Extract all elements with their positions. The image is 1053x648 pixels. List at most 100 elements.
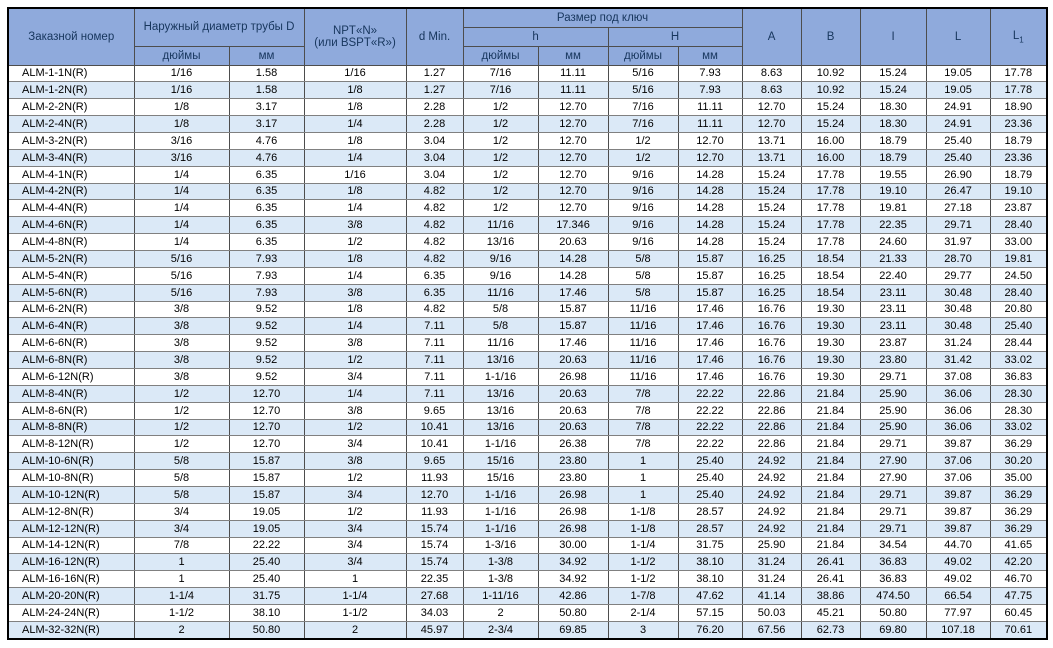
value-cell: 4.76 [228, 131, 305, 150]
value-cell: 21.84 [800, 384, 861, 403]
header-l1-base: L [1012, 29, 1020, 42]
value-cell: 38.10 [228, 604, 305, 622]
value-cell: 1/2 [133, 435, 230, 454]
value-cell: 38.10 [677, 553, 743, 572]
table-row: ALM-6-4N(R) 3/8 9.52 1/4 7.11 5/8 15.87 11/16 17… [7, 317, 1048, 336]
value-cell: 42.86 [537, 587, 609, 605]
value-cell: 15/16 [462, 469, 539, 487]
header-order-number: Заказной номер [7, 7, 135, 66]
value-cell: 21.84 [800, 485, 861, 504]
value-cell: 17.46 [677, 367, 743, 386]
header-npt-line2: (или BSPT«R») [314, 36, 396, 49]
value-cell: 14.28 [677, 233, 743, 251]
value-cell: 17.78 [989, 81, 1048, 100]
value-cell: 12.70 [228, 401, 305, 420]
value-cell: 12.70 [537, 131, 609, 150]
value-cell: 41.14 [741, 587, 802, 605]
order-number-cell: ALM-16-12N(R) [7, 553, 135, 572]
value-cell: 16.00 [800, 148, 861, 167]
value-cell: 19.55 [859, 165, 927, 184]
value-cell: 18.54 [800, 266, 861, 285]
value-cell: 77.97 [925, 604, 991, 622]
value-cell: 1/4 [133, 182, 230, 201]
value-cell: 1/2 [133, 401, 230, 420]
value-cell: 15.87 [677, 283, 743, 302]
value-cell: 19.30 [800, 300, 861, 319]
value-cell: 1/8 [133, 115, 230, 133]
value-cell: 1/4 [133, 216, 230, 235]
value-cell: 3/4 [303, 367, 407, 386]
value-cell: 7/8 [607, 384, 679, 403]
value-cell: 1-1/8 [607, 519, 679, 538]
value-cell: 4.82 [405, 233, 464, 251]
value-cell: 3 [607, 620, 679, 640]
value-cell: 31.42 [925, 351, 991, 369]
value-cell: 5/8 [462, 300, 539, 319]
value-cell: 17.78 [800, 233, 861, 251]
value-cell: 23.87 [859, 334, 927, 353]
value-cell: 18.30 [859, 115, 927, 133]
value-cell: 7/16 [607, 115, 679, 133]
value-cell: 34.92 [537, 553, 609, 572]
value-cell: 14.28 [537, 266, 609, 285]
value-cell: 24.92 [741, 485, 802, 504]
value-cell: 23.80 [859, 351, 927, 369]
value-cell: 8.63 [741, 81, 802, 100]
value-cell: 50.03 [741, 604, 802, 622]
value-cell: 26.41 [800, 553, 861, 572]
value-cell: 23.80 [537, 469, 609, 487]
value-cell: 5/8 [607, 266, 679, 285]
value-cell: 30.48 [925, 300, 991, 319]
table-row: ALM-10-6N(R) 5/8 15.87 3/8 9.65 15/16 23.80 1 25… [7, 452, 1048, 471]
value-cell: 7.11 [405, 317, 464, 336]
value-cell: 33.02 [989, 351, 1048, 369]
table-header: Заказной номер Наружный диаметр трубы D … [7, 7, 1048, 66]
value-cell: 1/8 [303, 81, 407, 100]
value-cell: 39.87 [925, 502, 991, 521]
value-cell: 27.18 [925, 199, 991, 218]
value-cell: 9/16 [607, 199, 679, 218]
value-cell: 17.46 [677, 351, 743, 369]
value-cell: 4.82 [405, 199, 464, 218]
value-cell: 1-11/16 [462, 587, 539, 605]
value-cell: 10.41 [405, 435, 464, 454]
value-cell: 11/16 [462, 334, 539, 353]
order-number-cell: ALM-8-8N(R) [7, 418, 135, 437]
value-cell: 26.47 [925, 182, 991, 201]
value-cell: 69.80 [859, 620, 927, 640]
value-cell: 19.81 [989, 249, 1048, 268]
value-cell: 21.84 [800, 502, 861, 521]
table-row: ALM-4-1N(R) 1/4 6.35 1/16 3.04 1/2 12.70 9/16 14… [7, 165, 1048, 184]
value-cell: 3/4 [303, 519, 407, 538]
value-cell: 30.48 [925, 317, 991, 336]
value-cell: 3/8 [133, 317, 230, 336]
table-row: ALM-20-20N(R) 1-1/4 31.75 1-1/4 27.68 1-11/16… [7, 587, 1048, 605]
value-cell: 25.40 [228, 570, 305, 589]
value-cell: 1/4 [303, 115, 407, 133]
value-cell: 18.54 [800, 249, 861, 268]
value-cell: 47.75 [989, 587, 1048, 605]
spec-table: Заказной номер Наружный диаметр трубы D … [7, 7, 1049, 640]
value-cell: 2 [303, 620, 407, 640]
value-cell: 1/2 [303, 469, 407, 487]
value-cell: 49.02 [925, 570, 991, 589]
value-cell: 23.36 [989, 148, 1048, 167]
value-cell: 29.77 [925, 266, 991, 285]
value-cell: 1-3/8 [462, 553, 539, 572]
value-cell: 15.87 [537, 300, 609, 319]
value-cell: 16.25 [741, 283, 802, 302]
value-cell: 12.70 [741, 98, 802, 117]
value-cell: 12.70 [537, 182, 609, 201]
value-cell: 15.24 [741, 165, 802, 184]
value-cell: 1/2 [303, 502, 407, 521]
value-cell: 6.35 [228, 199, 305, 218]
value-cell: 14.28 [677, 182, 743, 201]
value-cell: 18.90 [989, 98, 1048, 117]
value-cell: 4.82 [405, 216, 464, 235]
value-cell: 15.74 [405, 536, 464, 555]
value-cell: 25.40 [677, 452, 743, 471]
value-cell: 25.40 [925, 148, 991, 167]
value-cell: 3/8 [303, 452, 407, 471]
value-cell: 5/8 [133, 469, 230, 487]
value-cell: 107.18 [925, 620, 991, 640]
